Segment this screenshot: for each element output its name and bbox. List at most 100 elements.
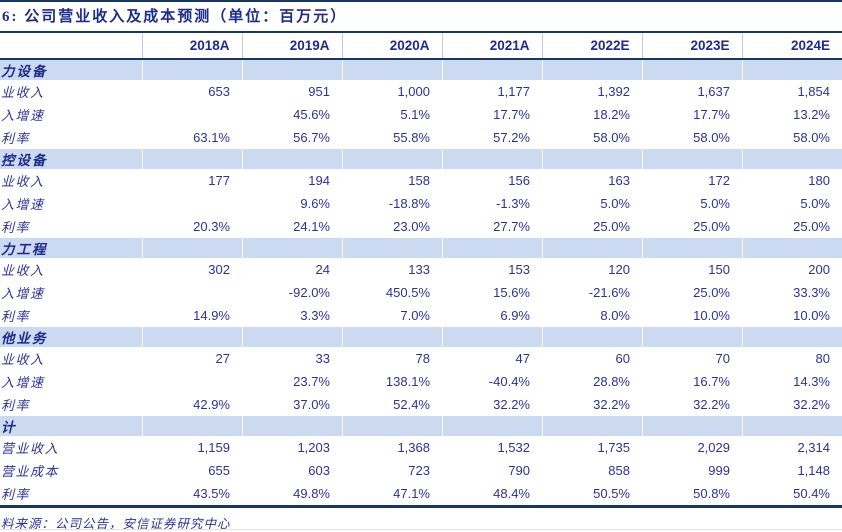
- section-header-cell: [542, 327, 643, 347]
- value-cell: -1.3%: [496, 196, 530, 211]
- table-row: 利率 42.9% 37.0% 52.4% 32.2% 32.2% 32.2% 32.2%: [0, 393, 842, 416]
- value-cell: 47: [515, 351, 530, 366]
- value-cell: 43.5%: [193, 486, 230, 501]
- value-cell: -21.6%: [588, 285, 630, 300]
- row-label: 业收入: [1, 174, 45, 189]
- section-header-cell: [442, 416, 543, 436]
- section-header-cell: [142, 149, 243, 169]
- row-label: 利率: [1, 131, 31, 146]
- value-cell: 50.8%: [693, 486, 730, 501]
- section-header-cell: [342, 149, 443, 169]
- value-cell: 20.3%: [193, 219, 230, 234]
- section-header-cell: [242, 327, 343, 347]
- value-cell: 10.0%: [693, 308, 730, 323]
- value-cell: 158: [408, 173, 430, 188]
- section-header-row: 他业务: [0, 327, 842, 347]
- table-row: 利率 14.9% 3.3% 7.0% 6.9% 8.0% 10.0% 10.0%: [0, 304, 842, 327]
- value-cell: 9.6%: [300, 196, 330, 211]
- row-label: 入增速: [1, 108, 45, 123]
- value-cell: 153: [508, 262, 530, 277]
- value-cell: 177: [208, 173, 230, 188]
- value-cell: 5.0%: [700, 196, 730, 211]
- value-cell: 15.6%: [493, 285, 530, 300]
- value-cell: 163: [608, 173, 630, 188]
- value-cell: 56.7%: [293, 130, 330, 145]
- value-cell: 16.7%: [693, 374, 730, 389]
- section-title: 力设备: [0, 59, 143, 80]
- value-cell: 18.2%: [593, 107, 630, 122]
- value-cell: 25.0%: [793, 219, 830, 234]
- value-cell: 138.1%: [385, 374, 430, 389]
- section-header-cell: [242, 149, 343, 169]
- value-cell: 450.5%: [385, 285, 430, 300]
- value-cell: 1,177: [497, 84, 530, 99]
- table-title: 6: 公司营业收入及成本预测（单位：百万元）: [2, 9, 348, 25]
- value-cell: 1,735: [597, 440, 630, 455]
- table-row: 入增速 45.6% 5.1% 17.7% 18.2% 17.7% 13.2%: [0, 103, 842, 126]
- section-header-cell: [442, 238, 543, 258]
- value-cell: 25.0%: [693, 219, 730, 234]
- section-title: 他业务: [0, 327, 143, 347]
- bottom-rule: [0, 505, 842, 508]
- value-cell: 194: [308, 173, 330, 188]
- value-cell: 60: [615, 351, 630, 366]
- value-cell: 200: [808, 262, 830, 277]
- year-column-header: 2018A: [142, 32, 243, 60]
- value-cell: 49.8%: [293, 486, 330, 501]
- value-cell: 999: [708, 463, 730, 478]
- value-cell: 3.3%: [300, 308, 330, 323]
- value-cell: 32.2%: [493, 397, 530, 412]
- table-row: 入增速 -92.0% 450.5% 15.6% -21.6% 25.0% 33.3%: [0, 281, 842, 304]
- value-cell: 47.1%: [393, 486, 430, 501]
- value-cell: 27.7%: [493, 219, 530, 234]
- value-cell: 133: [408, 262, 430, 277]
- value-cell: 80: [815, 351, 830, 366]
- value-cell: -40.4%: [488, 374, 530, 389]
- value-cell: [142, 192, 242, 215]
- value-cell: 8.0%: [600, 308, 630, 323]
- section-header-row: 控设备: [0, 149, 842, 169]
- section-header-cell: [542, 149, 643, 169]
- value-cell: 50.5%: [593, 486, 630, 501]
- value-cell: 55.8%: [393, 130, 430, 145]
- value-cell: 24.1%: [293, 219, 330, 234]
- value-cell: 1,203: [297, 440, 330, 455]
- value-cell: 1,000: [397, 84, 430, 99]
- value-cell: 42.9%: [193, 397, 230, 412]
- table-header-row: 2018A 2019A 2020A 2021A 2022E 2023E 2024E: [0, 32, 842, 60]
- table-row: 入增速 9.6% -18.8% -1.3% 5.0% 5.0% 5.0%: [0, 192, 842, 215]
- table-row: 业收入 177 194 158 156 163 172 180: [0, 169, 842, 192]
- section-header-cell: [642, 149, 743, 169]
- value-cell: 27: [215, 351, 230, 366]
- value-cell: [142, 103, 242, 126]
- value-cell: 10.0%: [793, 308, 830, 323]
- year-column-header: 2023E: [642, 32, 743, 60]
- row-label: 入增速: [1, 197, 45, 212]
- value-cell: 32.2%: [693, 397, 730, 412]
- value-cell: 48.4%: [493, 486, 530, 501]
- table-row: 业收入 302 24 133 153 120 150 200: [0, 258, 842, 281]
- section-header-row: 力工程: [0, 238, 842, 258]
- value-cell: -92.0%: [288, 285, 330, 300]
- table-row: 业收入 27 33 78 47 60 70 80: [0, 347, 842, 370]
- table-row: 利率 20.3% 24.1% 23.0% 27.7% 25.0% 25.0% 25.0%: [0, 215, 842, 238]
- section-header-cell: [142, 238, 243, 258]
- value-cell: 63.1%: [193, 130, 230, 145]
- value-cell: 32.2%: [593, 397, 630, 412]
- section-header-cell: [142, 59, 243, 80]
- row-label: 利率: [1, 220, 31, 235]
- year-column-header: 2020A: [342, 32, 443, 60]
- section-header-cell: [642, 416, 743, 436]
- value-cell: 58.0%: [693, 130, 730, 145]
- value-cell: 58.0%: [593, 130, 630, 145]
- value-cell: 1,854: [797, 84, 830, 99]
- section-header-cell: [242, 238, 343, 258]
- section-header-cell: [442, 59, 543, 80]
- value-cell: 33: [315, 351, 330, 366]
- section-header-cell: [242, 416, 343, 436]
- value-cell: 14.9%: [193, 308, 230, 323]
- value-cell: 24: [315, 262, 330, 277]
- value-cell: 2,314: [797, 440, 830, 455]
- section-header-row: 计: [0, 416, 842, 436]
- value-cell: 1,368: [397, 440, 430, 455]
